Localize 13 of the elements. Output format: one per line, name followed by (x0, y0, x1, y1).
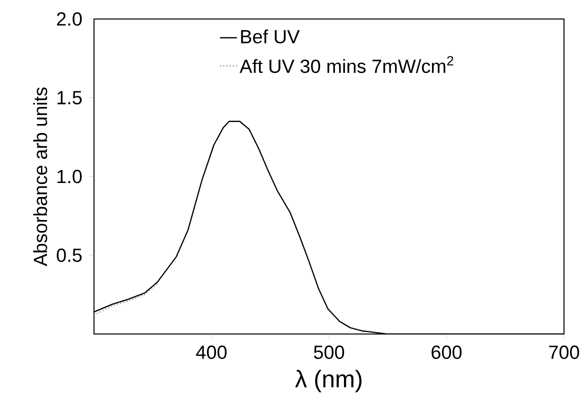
x-tick-label: 700 (549, 346, 580, 359)
x-tick-label: 400 (196, 346, 227, 359)
legend-label: Bef UV (241, 29, 300, 44)
x-axis-title: λ (nm) (295, 370, 362, 392)
y-axis-title: Absorbance arb units (33, 87, 48, 266)
legend-label: Aft UV 30 mins 7mW/cm$^{2}$ (240, 56, 454, 74)
x-tick-label: 500 (314, 346, 344, 359)
y-tick-label: 1.5 (58, 91, 82, 104)
y-tick-label: 1.0 (58, 170, 82, 184)
line-series (94, 283, 158, 316)
y-tick-label: 2.0 (57, 12, 82, 26)
x-tick-label: 600 (432, 346, 462, 359)
y-tick-label: 0.5 (56, 248, 82, 262)
